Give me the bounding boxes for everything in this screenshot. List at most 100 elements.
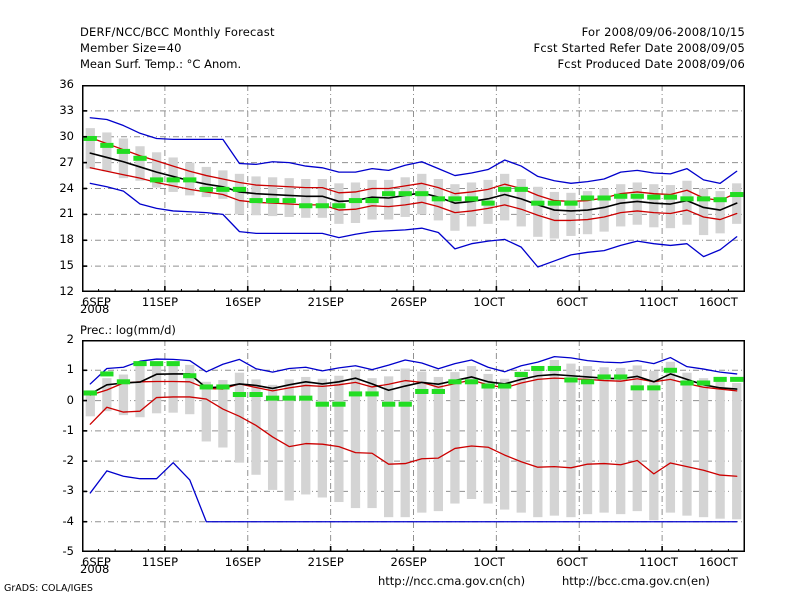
observation-mark xyxy=(149,361,164,367)
ensemble-spread-bar xyxy=(582,366,593,515)
observation-mark xyxy=(398,191,412,197)
temperature-x-tick-label: 21SEP xyxy=(307,295,344,309)
observation-mark xyxy=(614,193,628,199)
ensemble-spread-bar xyxy=(301,376,311,495)
ensemble-spread-bar xyxy=(616,184,626,227)
ensemble-spread-bar xyxy=(118,374,129,416)
observation-mark xyxy=(265,395,280,401)
grads-credit: GrADS: COLA/IGES xyxy=(4,583,93,594)
ensemble-spread-bar xyxy=(682,372,692,516)
precipitation-x-tick-label: 16OCT xyxy=(699,555,738,569)
ensemble-spread-bar xyxy=(649,370,659,521)
temperature-x-tick-label: 16SEP xyxy=(224,295,261,309)
observation-mark xyxy=(630,385,644,391)
precipitation-x-tick-label: 21SEP xyxy=(307,555,344,569)
observation-mark xyxy=(199,384,213,390)
ensemble-spread-bar xyxy=(317,179,327,218)
precipitation-year-label: 2008 xyxy=(80,562,110,576)
observation-mark xyxy=(365,391,379,397)
ensemble-spread-bar xyxy=(218,379,228,448)
observation-mark xyxy=(282,395,296,401)
observation-mark xyxy=(564,200,578,206)
observation-mark xyxy=(216,384,230,390)
observation-mark xyxy=(448,196,462,202)
ensemble-spread-bar xyxy=(400,368,410,518)
series-line-upper-quartile xyxy=(89,136,738,203)
temperature-y-tick-label: 36 xyxy=(59,77,74,91)
ensemble-spread-bar xyxy=(450,372,460,504)
temperature-x-tick-label: 16OCT xyxy=(699,295,738,309)
ensemble-spread-bar xyxy=(483,373,493,504)
fcst-start-date-label: Fcst Started Refer Date 2008/09/05 xyxy=(533,41,745,55)
ensemble-spread-bar xyxy=(549,359,560,516)
observation-mark xyxy=(630,193,644,199)
precipitation-plot-area xyxy=(82,340,745,552)
precipitation-y-tick-label: -1 xyxy=(62,422,74,437)
observation-mark xyxy=(365,198,379,204)
observation-mark xyxy=(83,390,97,396)
observation-mark xyxy=(498,383,512,389)
temperature-chart xyxy=(82,85,745,292)
observation-mark xyxy=(680,196,694,202)
ensemble-spread-bar xyxy=(85,128,95,169)
observation-mark xyxy=(166,361,180,367)
temperature-x-tick-label: 1OCT xyxy=(473,295,505,309)
series-line-ensemble-max xyxy=(89,356,738,385)
observation-mark xyxy=(415,388,429,394)
ensemble-spread-bar xyxy=(284,178,294,217)
observation-mark xyxy=(481,200,495,206)
temperature-y-tick-label: 18 xyxy=(59,232,74,247)
observation-mark xyxy=(332,203,346,209)
ensemble-spread-bar xyxy=(500,173,510,221)
ensemble-spread-bar xyxy=(118,138,129,179)
ensemble-spread-bar xyxy=(698,378,709,518)
ensemble-spread-bar xyxy=(383,179,394,220)
ensemble-spread-bar xyxy=(367,378,377,509)
ensemble-spread-bar xyxy=(450,184,460,231)
precipitation-y-tick-label: -3 xyxy=(62,483,74,498)
precipitation-x-tick-label: 16SEP xyxy=(224,555,261,569)
observation-mark xyxy=(431,196,445,202)
ensemble-spread-bar xyxy=(284,379,294,501)
observation-mark xyxy=(663,367,678,373)
ensemble-spread-bar xyxy=(185,364,195,415)
precipitation-y-tick-label: -4 xyxy=(62,513,74,528)
ensemble-spread-bar xyxy=(251,379,261,475)
temperature-x-tick-label: 6OCT xyxy=(556,295,588,309)
observation-mark xyxy=(315,401,329,407)
observation-mark xyxy=(514,186,528,192)
precipitation-x-tick-label: 11SEP xyxy=(141,555,179,569)
ensemble-spread-bar xyxy=(566,192,576,236)
series-line-lower-quartile xyxy=(89,167,738,222)
ensemble-spread-bar xyxy=(466,366,477,499)
observation-mark xyxy=(100,371,114,377)
observation-mark xyxy=(614,374,628,380)
ensemble-spread-bar xyxy=(102,132,112,172)
observation-mark xyxy=(100,142,114,148)
ensemble-spread-bar xyxy=(649,184,659,228)
ensemble-spread-bar xyxy=(317,378,327,498)
ensemble-spread-bar xyxy=(582,191,593,235)
series-line-ensemble-mean xyxy=(89,373,738,395)
observation-mark xyxy=(597,374,611,380)
temperature-y-tick-label: 21 xyxy=(59,206,74,221)
observation-mark xyxy=(580,195,595,201)
precipitation-x-tick-label: 1OCT xyxy=(473,555,505,569)
observation-mark xyxy=(315,203,329,209)
precipitation-y-tick-label: -5 xyxy=(62,544,74,558)
observation-mark xyxy=(282,198,296,204)
ensemble-spread-bar xyxy=(85,390,95,417)
ensemble-spread-bar xyxy=(698,188,709,236)
observation-mark xyxy=(647,385,661,391)
ncc-url-label: http://ncc.cma.gov.cn(ch) xyxy=(378,574,526,588)
observation-mark xyxy=(431,388,445,394)
series-line-lower-quartile xyxy=(89,396,738,477)
ensemble-spread-bar xyxy=(102,378,112,412)
ensemble-spread-bar xyxy=(566,363,576,518)
ensemble-spread-bar xyxy=(516,371,526,513)
ensemble-spread-bar xyxy=(168,361,178,413)
ensemble-spread-bar xyxy=(533,367,543,518)
observation-mark xyxy=(116,379,131,385)
observation-mark xyxy=(133,155,147,161)
ensemble-spread-bar xyxy=(151,152,162,188)
